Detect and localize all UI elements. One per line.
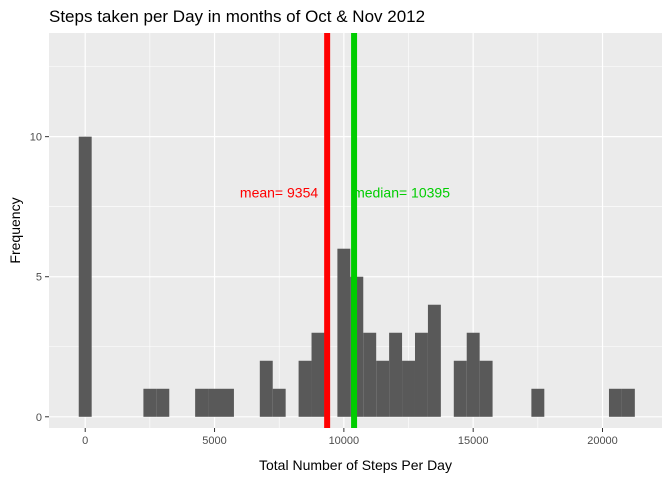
histogram-bar: [78, 136, 92, 417]
histogram-bar: [195, 388, 209, 417]
y-axis-ticks: 0 5 10: [30, 132, 49, 424]
x-tick-label: 5000: [202, 435, 226, 447]
histogram-bar: [376, 360, 390, 417]
histogram-bar: [608, 388, 622, 417]
histogram-bar: [479, 360, 493, 417]
histogram-bar: [466, 332, 480, 417]
histogram-bar: [363, 332, 377, 417]
histogram-bar: [156, 388, 170, 417]
y-tick-label: 0: [36, 412, 42, 424]
chart-title: Steps taken per Day in months of Oct & N…: [49, 7, 425, 26]
histogram-bar: [427, 304, 441, 417]
y-tick-label: 5: [36, 272, 42, 284]
histogram-bar: [389, 332, 403, 417]
histogram-bar: [221, 388, 234, 417]
histogram-bar: [402, 360, 415, 417]
x-axis-title: Total Number of Steps Per Day: [259, 457, 452, 473]
histogram-bar: [272, 388, 286, 417]
reference-label: median= 10395: [353, 185, 450, 201]
reference-label: mean= 9354: [240, 185, 318, 201]
histogram-bar: [621, 388, 635, 417]
x-tick-label: 0: [82, 435, 88, 447]
histogram-bars: [78, 136, 635, 417]
x-tick-label: 20000: [587, 435, 618, 447]
histogram-bar: [259, 360, 273, 417]
histogram-bar: [298, 360, 312, 417]
histogram-bar: [414, 332, 428, 417]
histogram-bar: [337, 248, 351, 417]
histogram-bar: [531, 388, 545, 417]
reference-labels: mean= 9354 median= 10395: [240, 185, 450, 201]
y-tick-label: 10: [30, 132, 42, 144]
histogram-bar: [143, 388, 157, 417]
histogram-bar: [208, 388, 222, 417]
histogram-bar: [311, 332, 325, 417]
x-axis-ticks: 0 5000 10000 15000 20000: [82, 428, 618, 447]
reference-lines: [324, 33, 358, 428]
x-tick-label: 10000: [329, 435, 360, 447]
y-axis-title: Frequency: [7, 197, 23, 263]
histogram-bar: [453, 360, 467, 417]
x-tick-label: 15000: [458, 435, 489, 447]
